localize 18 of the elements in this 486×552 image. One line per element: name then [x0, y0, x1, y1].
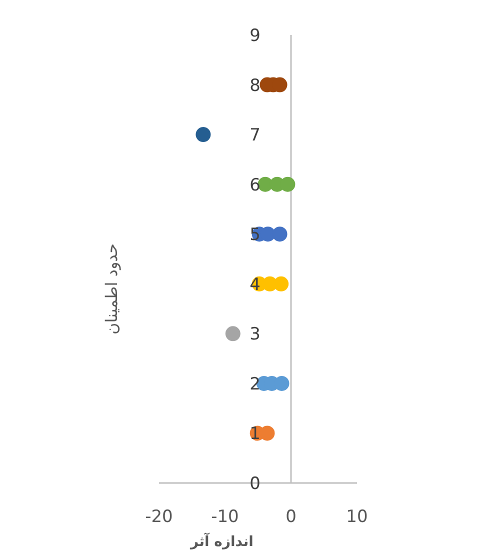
y-tick-label: 9 — [250, 26, 260, 46]
x-tick-label: -10 — [211, 507, 239, 527]
y-tick-label: 7 — [250, 126, 260, 146]
y-tick-label: 1 — [250, 424, 260, 444]
x-tick-label: 0 — [286, 507, 296, 527]
y-axis-title: حدود اطمینان — [102, 244, 121, 334]
point — [274, 276, 289, 292]
y-tick-label: 0 — [250, 474, 260, 494]
point — [280, 176, 296, 192]
y-tick-label: 8 — [250, 76, 260, 96]
y-tick-label: 3 — [250, 324, 260, 345]
point — [272, 226, 288, 242]
x-tick-label: -20 — [145, 507, 173, 527]
point — [196, 127, 211, 142]
x-tick-label: 10 — [346, 507, 368, 527]
y-tick-label: 6 — [250, 175, 260, 196]
point — [225, 326, 240, 342]
x-axis-title: اندازه آثر — [190, 532, 254, 550]
